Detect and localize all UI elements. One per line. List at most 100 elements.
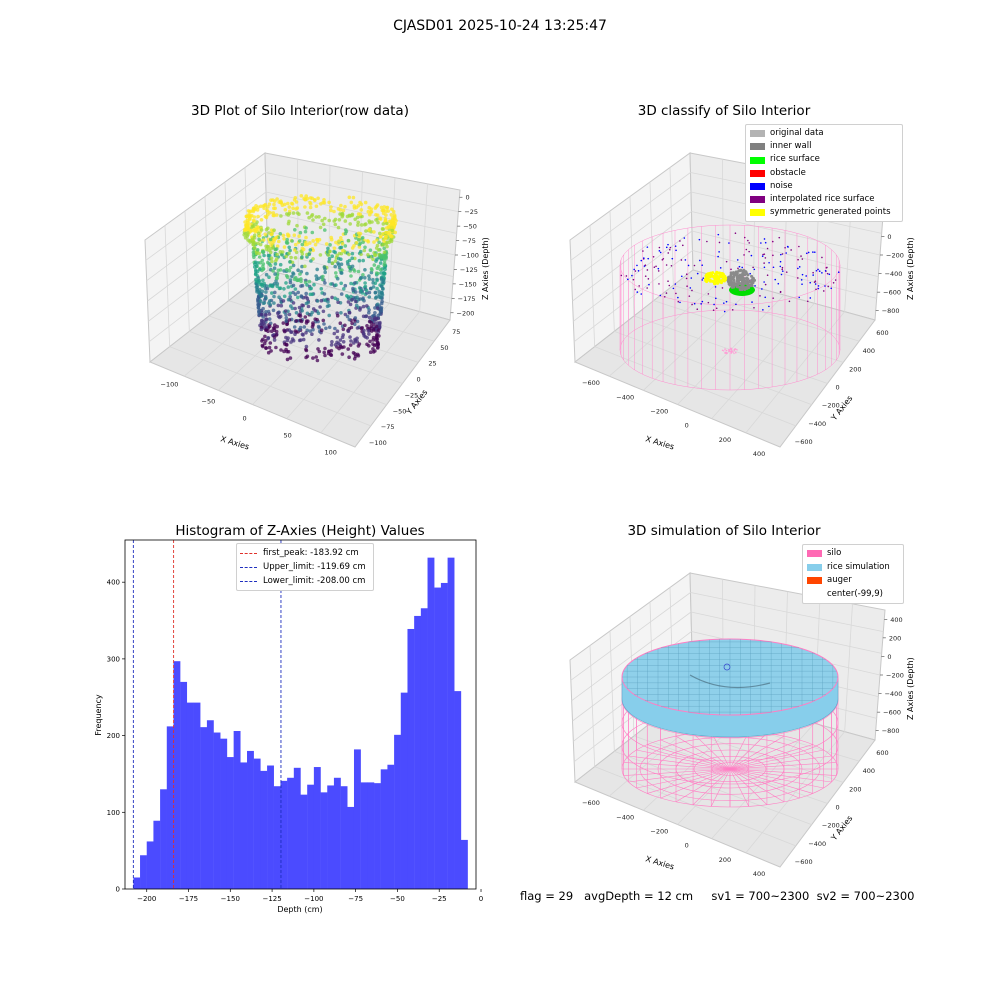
raw-data-point <box>324 242 329 246</box>
classify-surface-point <box>762 309 764 311</box>
classify-surface-point <box>806 300 809 303</box>
classify-surface-point <box>659 294 662 297</box>
raw-data-point <box>348 335 352 339</box>
classify-surface-point <box>637 269 640 272</box>
simulation-legend-item: auger <box>807 574 899 588</box>
classify-surface-point <box>707 293 710 295</box>
raw-data-point <box>346 300 351 304</box>
raw-data-point <box>368 286 373 291</box>
raw-data-point <box>339 292 344 296</box>
simulation-silo-floor-spoke <box>729 744 813 770</box>
raw-data-point <box>301 337 306 342</box>
raw-data-point <box>275 276 279 281</box>
raw-data-point <box>275 197 279 201</box>
raw-data-point <box>321 309 326 314</box>
raw-x-tick: 100 <box>325 449 337 457</box>
raw-data-point <box>242 228 247 233</box>
histogram-bar <box>206 720 214 889</box>
raw-data-point <box>263 214 268 219</box>
raw-data-point <box>328 243 332 247</box>
raw-data-point <box>373 253 377 257</box>
raw-data-point <box>339 236 343 240</box>
raw-data-point <box>282 237 286 241</box>
raw-data-point <box>285 338 290 343</box>
histogram-x-tick: 0 <box>479 895 483 903</box>
raw-data-point <box>264 284 269 288</box>
raw-data-point <box>341 340 346 344</box>
raw-data-point <box>268 341 273 345</box>
raw-data-point <box>301 247 306 252</box>
classify-z-label: Z Axies (Depth) <box>906 237 915 300</box>
raw-data-point <box>284 281 288 285</box>
histogram-x-tick: −150 <box>221 895 240 903</box>
raw-data-point <box>263 334 267 339</box>
raw-data-point <box>289 330 294 334</box>
raw-data-point <box>360 236 365 240</box>
raw-data-point <box>269 256 274 260</box>
simulation-z-tick: 400 <box>890 616 902 624</box>
raw-z-tick: −100 <box>461 252 479 260</box>
raw-data-point <box>373 291 378 295</box>
raw-data-point <box>326 253 331 257</box>
raw-data-point <box>284 274 289 278</box>
classify-surface-point <box>644 264 647 267</box>
raw-data-point <box>382 280 386 285</box>
raw-data-point <box>288 265 293 270</box>
raw-data-point <box>264 328 268 332</box>
raw-data-point <box>264 313 268 317</box>
classify-surface-point <box>779 260 782 263</box>
raw-data-point <box>349 200 354 205</box>
simulation-legend-swatch <box>807 577 822 585</box>
raw-data-point <box>263 339 268 343</box>
raw-data-point <box>367 274 371 278</box>
raw-data-point <box>373 311 377 315</box>
raw-data-point <box>309 286 313 291</box>
raw-data-point <box>364 222 368 226</box>
histogram-bar <box>340 786 348 889</box>
classify-surface-point <box>675 249 677 252</box>
histogram-bar <box>140 855 147 889</box>
raw-data-point <box>266 350 271 355</box>
classify-bottom-point <box>732 351 734 353</box>
classify-y-tick: 0 <box>836 384 840 392</box>
raw-data-point <box>259 218 264 222</box>
raw-data-point <box>354 303 359 308</box>
classify-surface-point <box>662 257 665 260</box>
raw-data-point <box>258 293 263 298</box>
classify-surface-point <box>655 265 657 268</box>
raw-data-point <box>394 219 398 223</box>
raw-data-point <box>269 228 274 232</box>
classify-surface-point <box>714 286 717 288</box>
raw-data-point <box>346 329 351 333</box>
classify-surface-point <box>817 268 819 271</box>
raw-data-point <box>262 206 266 210</box>
raw-data-point <box>311 218 315 222</box>
simulation-silo-floor-spoke <box>729 739 800 770</box>
raw-data-point <box>363 281 367 285</box>
raw-data-point <box>314 204 319 208</box>
raw-data-point <box>319 287 324 291</box>
classify-surface-point <box>665 264 668 266</box>
classify-surface-point <box>815 288 817 291</box>
raw-data-point <box>346 238 351 243</box>
raw-data-point <box>274 257 279 261</box>
simulation-silo-floor-spoke <box>623 768 731 776</box>
raw-data-point <box>299 194 304 198</box>
histogram-legend: first_peak: -183.92 cm Upper_limit: -119.… <box>236 543 374 591</box>
raw-data-point <box>296 268 300 272</box>
classify-surface-point <box>667 280 669 282</box>
raw-data-point <box>363 335 368 339</box>
classify-surface-point <box>781 268 783 271</box>
classify-surface-point <box>781 253 784 255</box>
raw-data-point <box>282 349 286 354</box>
raw-data-point <box>315 267 319 272</box>
classify-surface-point <box>671 257 674 260</box>
classify-inner-wall-point <box>741 275 745 279</box>
raw-data-point <box>272 281 277 286</box>
raw-data-point <box>279 214 283 218</box>
raw-data-point <box>292 325 297 329</box>
raw-data-point <box>375 278 379 283</box>
raw-y-tick: 50 <box>440 344 448 352</box>
raw-data-point <box>246 231 250 235</box>
raw-data-point <box>311 239 315 243</box>
